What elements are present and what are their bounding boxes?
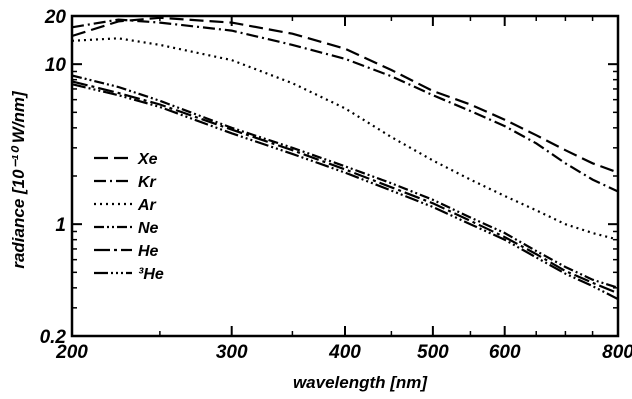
y-tick-label: 20 bbox=[44, 7, 67, 28]
series-line-xe bbox=[71, 16, 619, 174]
series-line-he bbox=[71, 83, 619, 301]
x-axis-label: wavelength [nm] bbox=[293, 373, 428, 392]
x-tick-label: 300 bbox=[216, 342, 248, 363]
x-tick-label: 800 bbox=[602, 342, 632, 363]
legend-label-ne: Ne bbox=[138, 220, 159, 237]
series-line-ne bbox=[71, 74, 619, 289]
y-axis-label: radiance [10⁻¹⁰ W/nm] bbox=[9, 90, 28, 269]
series-line-kr bbox=[71, 18, 619, 193]
legend-label-kr: Kr bbox=[138, 174, 157, 191]
x-tick-label: 500 bbox=[417, 342, 449, 363]
x-tick-label: 600 bbox=[489, 342, 521, 363]
legend-label-he: ³He bbox=[138, 266, 164, 283]
y-tick-label: 1 bbox=[55, 215, 66, 236]
data-layer bbox=[71, 16, 619, 301]
x-tick-label: 400 bbox=[328, 342, 361, 363]
y-tick-label: 10 bbox=[45, 55, 67, 76]
legend-label-xe: Xe bbox=[137, 151, 158, 168]
legend-label-he: He bbox=[138, 243, 159, 260]
axis-ticks: 200 300 400 500 600 800 0.2 1 10 20 bbox=[40, 7, 632, 363]
series-line-he bbox=[71, 80, 619, 295]
legend: Xe Kr Ar Ne He ³He bbox=[94, 151, 164, 283]
y-tick-label: 0.2 bbox=[40, 327, 67, 348]
legend-label-ar: Ar bbox=[137, 197, 157, 214]
series-line-ar bbox=[71, 37, 619, 241]
x-tick-label: 200 bbox=[55, 342, 88, 363]
